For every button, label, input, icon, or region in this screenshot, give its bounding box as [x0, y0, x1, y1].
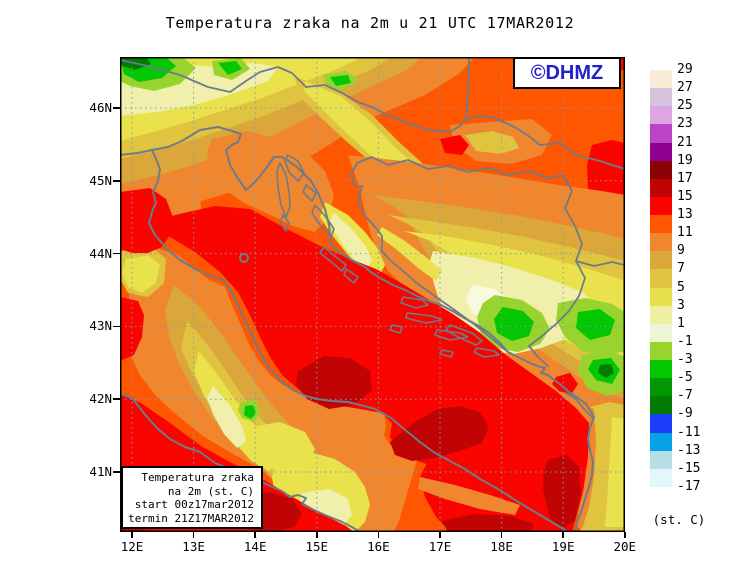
- colorbar-cell: [650, 414, 672, 433]
- lat-tick-label: 45N: [89, 172, 112, 188]
- colorbar-tick-label: 3: [677, 297, 685, 313]
- colorbar-cell: [650, 178, 672, 197]
- lat-tick: [113, 325, 120, 328]
- colorbar-cell: [650, 305, 672, 324]
- colorbar-cell: [650, 160, 672, 179]
- colorbar-cell: [650, 323, 672, 342]
- lon-tick-label: 12E: [120, 539, 144, 554]
- colorbar-cell: [650, 88, 672, 107]
- lon-tick-label: 14E: [243, 539, 267, 554]
- lon-tick-label: 16E: [367, 539, 390, 554]
- colorbar-tick-label: -15: [677, 460, 701, 476]
- lat-tick-label: 46N: [89, 100, 112, 115]
- lon-tick-label: 18E: [490, 539, 513, 554]
- lon-tick-label: 15E: [305, 539, 329, 554]
- colorbar-tick-label: 1: [677, 315, 685, 331]
- lon-tick: [624, 532, 626, 538]
- colorbar-cell: [650, 432, 672, 451]
- lat-tick-label: 43N: [89, 318, 112, 334]
- map-frame: [120, 57, 625, 532]
- colorbar-tick-label: 17: [677, 170, 693, 186]
- colorbar-cell: [650, 215, 672, 234]
- colorbar-cell: [650, 396, 672, 415]
- lat-tick-label: 42N: [89, 391, 112, 407]
- colorbar-tick-label: 15: [677, 188, 693, 204]
- country-borders: [120, 57, 625, 418]
- colorbar-cell: [650, 142, 672, 161]
- lon-tick: [439, 532, 441, 538]
- colorbar-tick-label: -11: [677, 424, 701, 440]
- lon-tick: [131, 532, 133, 538]
- colorbar-tick-label: 11: [677, 225, 693, 241]
- lon-tick-label: 20E: [613, 539, 637, 554]
- lon-tick: [377, 532, 380, 538]
- branding-box: ©DHMZ: [513, 57, 621, 89]
- colorbar-tick-label: -5: [677, 370, 693, 386]
- lon-tick-label: 17E: [428, 539, 452, 554]
- coastline-path: [120, 126, 595, 532]
- colorbar-tick-label: 19: [677, 152, 693, 168]
- lat-tick-label: 41N: [89, 464, 112, 479]
- colorbar-tick-label: 9: [677, 243, 685, 259]
- lat-tick: [113, 471, 120, 473]
- info-line: start 00z17mar2012: [134, 498, 254, 511]
- colorbar-cell: [650, 378, 672, 397]
- colorbar-cell: [650, 341, 672, 361]
- lon-tick: [316, 532, 318, 538]
- colorbar-tick-label: 5: [677, 279, 685, 295]
- lon-tick-label: 13E: [182, 539, 205, 554]
- islands-outline: [276, 154, 500, 358]
- dhmz-logo: ©DHMZ: [530, 61, 604, 84]
- colorbar-cell: [650, 287, 672, 306]
- info-line: termin 21Z17MAR2012: [128, 511, 254, 525]
- colorbar: [650, 70, 672, 487]
- colorbar-cell: [650, 269, 672, 288]
- colorbar-cell: [650, 251, 672, 270]
- lon-tick: [192, 532, 195, 538]
- temperature-map: [120, 57, 625, 532]
- lat-tick: [113, 107, 120, 109]
- colorbar-tick-label: 27: [677, 80, 693, 96]
- colorbar-cell: [650, 360, 672, 379]
- colorbar-tick-label: 25: [677, 98, 693, 114]
- colorbar-tick-label: 23: [677, 116, 693, 132]
- colorbar-tick-label: 21: [677, 134, 693, 150]
- colorbar-tick-label: -1: [677, 333, 693, 349]
- colorbar-tick-label: 13: [677, 207, 693, 223]
- lat-tick: [113, 180, 120, 182]
- colorbar-cell: [650, 196, 672, 216]
- lon-tick: [500, 532, 503, 538]
- lat-tick: [113, 398, 120, 400]
- info-line: Temperatura zraka: [141, 471, 254, 484]
- colorbar-cell: [650, 124, 672, 143]
- colorbar-tick-label: -17: [677, 479, 701, 494]
- lon-tick: [562, 532, 564, 538]
- temperature-field: [120, 57, 625, 532]
- colorbar-tick-label: 7: [677, 261, 685, 277]
- info-box: Temperatura zraka na 2m (st. C) start 00…: [121, 466, 263, 529]
- colorbar-tick-label: -7: [677, 388, 693, 404]
- colorbar-cell: [650, 106, 672, 125]
- colorbar-cell: [650, 450, 672, 469]
- colorbar-tick-label: -3: [677, 352, 693, 368]
- grid-lines: [120, 57, 625, 532]
- lat-tick: [113, 252, 120, 255]
- colorbar-tick-label: -9: [677, 406, 693, 422]
- colorbar-cell: [650, 233, 672, 252]
- lon-tick-label: 19E: [551, 539, 575, 554]
- colorbar-tick-label: -13: [677, 442, 701, 458]
- page-title: Temperatura zraka na 2m u 21 UTC 17MAR20…: [165, 14, 575, 32]
- colorbar-cell: [650, 70, 672, 89]
- colorbar-cell: [650, 468, 672, 487]
- info-line: na 2m (st. C): [167, 484, 254, 498]
- lon-tick: [254, 532, 256, 538]
- lat-tick-label: 44N: [89, 245, 112, 261]
- colorbar-unit-label: (st. C): [652, 512, 706, 527]
- colorbar-tick-label: 29: [677, 62, 693, 77]
